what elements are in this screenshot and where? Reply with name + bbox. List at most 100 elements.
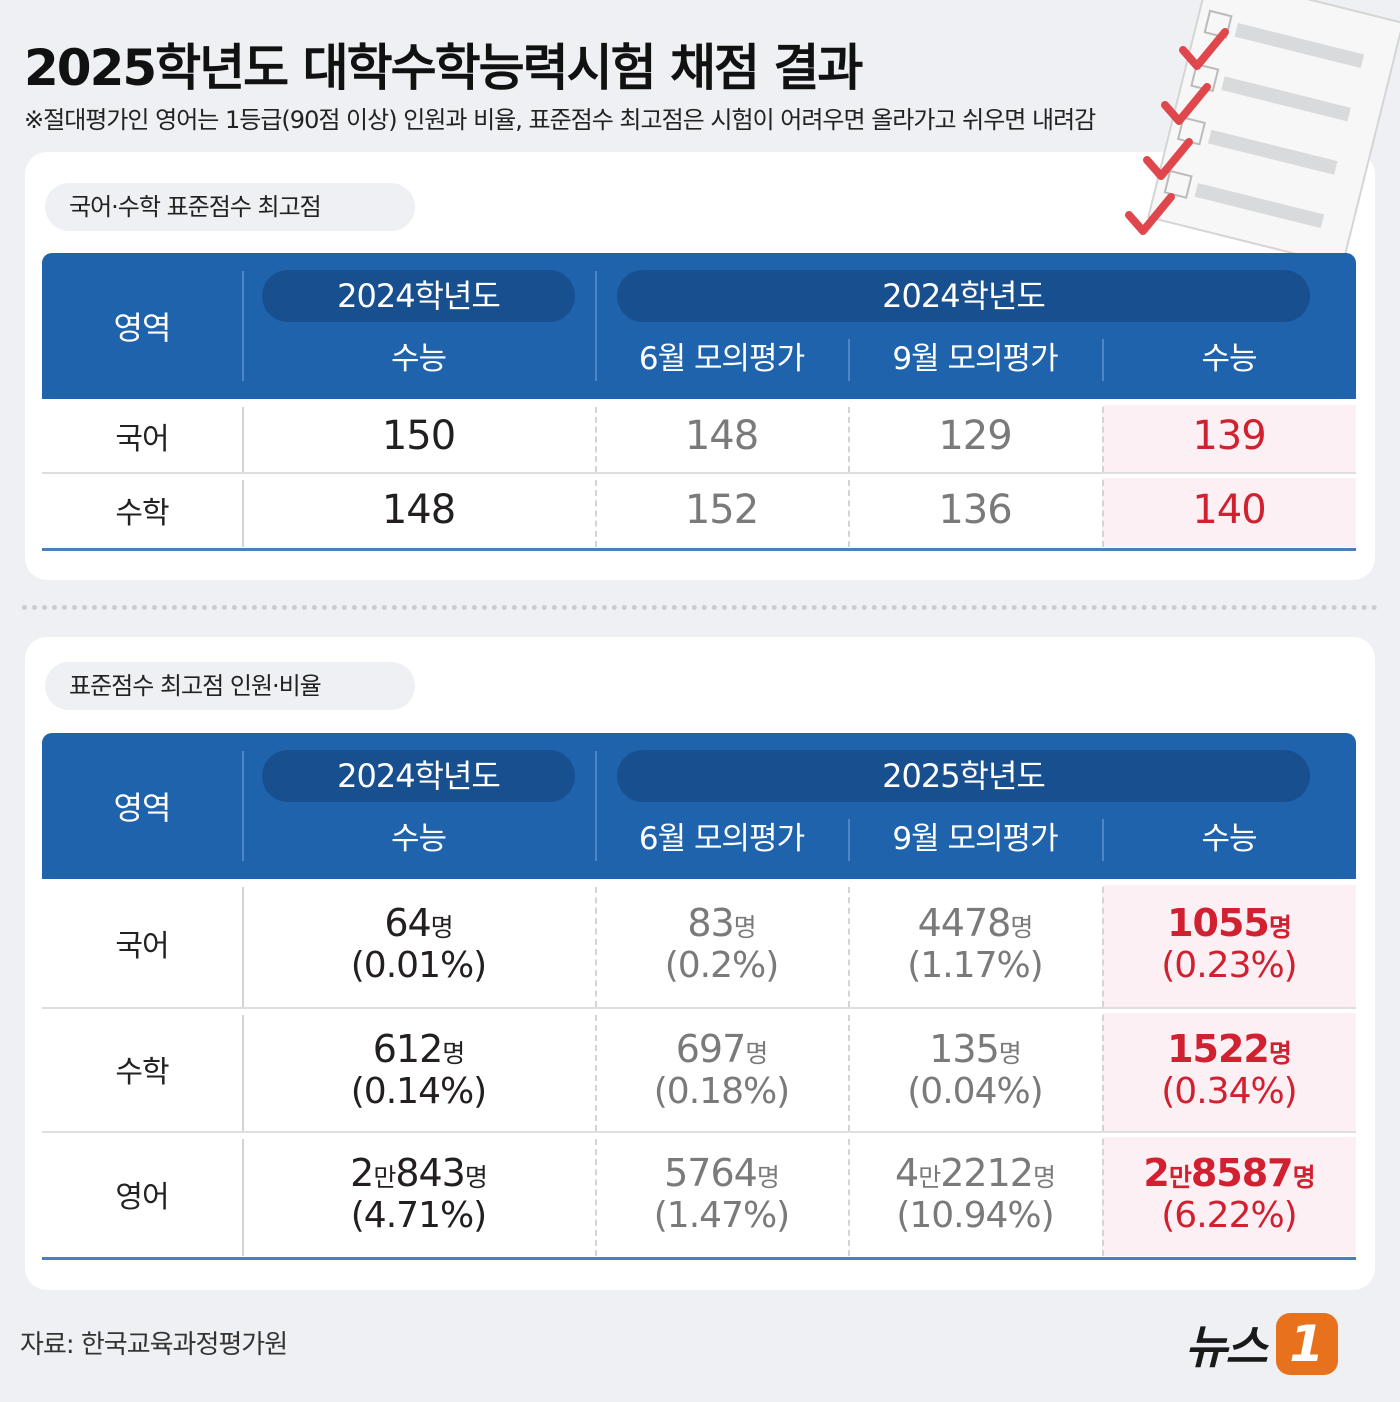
row-label: 국어 bbox=[115, 421, 169, 457]
count: 2만8587명 bbox=[1143, 1151, 1315, 1195]
count: 1522명 bbox=[1167, 1026, 1292, 1071]
highlight-cell bbox=[1102, 885, 1356, 1007]
col-divider bbox=[1102, 887, 1104, 1007]
checklist-icon bbox=[1125, 0, 1400, 260]
col-divider bbox=[848, 1139, 850, 1256]
ratio: (1.17%) bbox=[907, 944, 1043, 986]
table-bottom-line bbox=[42, 548, 1356, 551]
col-divider bbox=[242, 480, 244, 547]
checkmarks bbox=[1125, 28, 1229, 235]
header-divider bbox=[242, 751, 244, 861]
header-divider bbox=[848, 339, 850, 381]
col-divider bbox=[848, 1015, 850, 1131]
col-divider bbox=[242, 1015, 244, 1131]
count: 64명 bbox=[384, 900, 453, 945]
ratio: (0.18%) bbox=[653, 1070, 790, 1112]
col-divider bbox=[848, 887, 850, 1007]
cell: 64명 (0.01%) bbox=[242, 879, 595, 1007]
group-pill: 2025학년도 bbox=[617, 750, 1310, 802]
count: 4만2212명 bbox=[895, 1151, 1056, 1195]
ratio: (0.14%) bbox=[350, 1070, 487, 1112]
row-label: 영어 bbox=[115, 1179, 169, 1215]
ratio: (10.94%) bbox=[896, 1195, 1054, 1236]
ratio: (4.71%) bbox=[350, 1195, 487, 1236]
cell-value: 152 bbox=[684, 486, 759, 533]
ratio: (0.01%) bbox=[350, 944, 487, 986]
cell: 83명 (0.2%) bbox=[595, 879, 848, 1007]
cell: 1522명 (0.34%) bbox=[1102, 1007, 1356, 1131]
col-divider bbox=[1102, 407, 1104, 472]
column-header: 9월 모의평가 bbox=[892, 821, 1058, 857]
ratio: (1.47%) bbox=[653, 1195, 790, 1236]
note: ※절대평가인 영어는 1등급(90점 이상) 인원과 비율, 표준점수 최고점은… bbox=[24, 106, 1096, 134]
header-divider bbox=[1102, 819, 1104, 861]
header-divider bbox=[595, 271, 597, 381]
row-label: 국어 bbox=[115, 929, 169, 964]
highlight-cell bbox=[1102, 1137, 1356, 1256]
highlight-cell bbox=[1102, 405, 1356, 472]
source: 자료: 한국교육과정평가원 bbox=[20, 1330, 288, 1360]
highlight-cell bbox=[1102, 1013, 1356, 1131]
title: 2025학년도 대학수학능력시험 채점 결과 bbox=[24, 39, 863, 97]
col-divider bbox=[1102, 1139, 1104, 1256]
cell: 612명 (0.14%) bbox=[242, 1007, 595, 1131]
row-divider bbox=[42, 1131, 1356, 1133]
count: 1055명 bbox=[1167, 900, 1292, 945]
separator bbox=[22, 605, 1378, 610]
corner-label: 영역 bbox=[113, 789, 172, 827]
col-divider bbox=[595, 1015, 597, 1131]
column-header: 6월 모의평가 bbox=[638, 341, 805, 377]
cell-value: 140 bbox=[1192, 486, 1266, 533]
col-divider bbox=[242, 407, 244, 472]
ratio: (0.23%) bbox=[1161, 944, 1297, 986]
cell-value: 148 bbox=[684, 412, 759, 459]
cell: 2만843명 (4.71%) bbox=[242, 1131, 595, 1256]
cell: 5764명 (1.47%) bbox=[595, 1131, 848, 1256]
col-divider bbox=[1102, 480, 1104, 547]
ratio: (6.22%) bbox=[1161, 1195, 1297, 1236]
logo-mark: 1 bbox=[1275, 1313, 1338, 1375]
cell: 2만8587명 (6.22%) bbox=[1102, 1131, 1356, 1256]
count: 5764명 bbox=[664, 1151, 780, 1195]
column-header: 수능 bbox=[1201, 341, 1257, 377]
cell: 697명 (0.18%) bbox=[595, 1007, 848, 1131]
cell-value: 150 bbox=[381, 412, 456, 459]
row-label: 수학 bbox=[115, 1055, 169, 1090]
column-header: 수능 bbox=[1201, 821, 1257, 857]
cell: 4478명 (1.17%) bbox=[848, 879, 1102, 1007]
col-divider bbox=[595, 887, 597, 1007]
column-header: 6월 모의평가 bbox=[638, 821, 805, 857]
ratio: (0.34%) bbox=[1161, 1070, 1297, 1112]
col-divider bbox=[242, 887, 244, 1007]
col-divider bbox=[242, 1139, 244, 1256]
row-divider bbox=[42, 472, 1356, 474]
header-divider bbox=[1102, 339, 1104, 381]
col-divider bbox=[595, 407, 597, 472]
logo: 뉴스 1 bbox=[1185, 1312, 1338, 1376]
table-bottom-line bbox=[42, 1257, 1356, 1260]
ratio: (0.04%) bbox=[907, 1070, 1043, 1112]
col-divider bbox=[1102, 1015, 1104, 1131]
group-pill: 2024학년도 bbox=[262, 750, 575, 802]
corner-label: 영역 bbox=[113, 309, 172, 347]
section-label: 표준점수 최고점 인원·비율 bbox=[45, 662, 415, 710]
col-divider bbox=[595, 480, 597, 547]
col-divider bbox=[595, 1139, 597, 1256]
cell: 1055명 (0.23%) bbox=[1102, 879, 1356, 1007]
cell-value: 139 bbox=[1192, 412, 1266, 459]
count: 135명 bbox=[929, 1026, 1022, 1071]
header-divider bbox=[595, 751, 597, 861]
cell: 4만2212명 (10.94%) bbox=[848, 1131, 1102, 1256]
cell-value: 136 bbox=[938, 486, 1012, 533]
highlight-cell bbox=[1102, 478, 1356, 547]
count: 697명 bbox=[675, 1026, 769, 1071]
col-divider bbox=[848, 407, 850, 472]
count: 612명 bbox=[372, 1026, 466, 1071]
cell-value: 129 bbox=[938, 412, 1012, 459]
column-header: 9월 모의평가 bbox=[892, 341, 1058, 377]
section-label: 국어·수학 표준점수 최고점 bbox=[45, 183, 415, 231]
header-divider bbox=[242, 271, 244, 381]
column-header: 수능 bbox=[390, 821, 447, 857]
logo-text: 뉴스 bbox=[1185, 1320, 1268, 1374]
